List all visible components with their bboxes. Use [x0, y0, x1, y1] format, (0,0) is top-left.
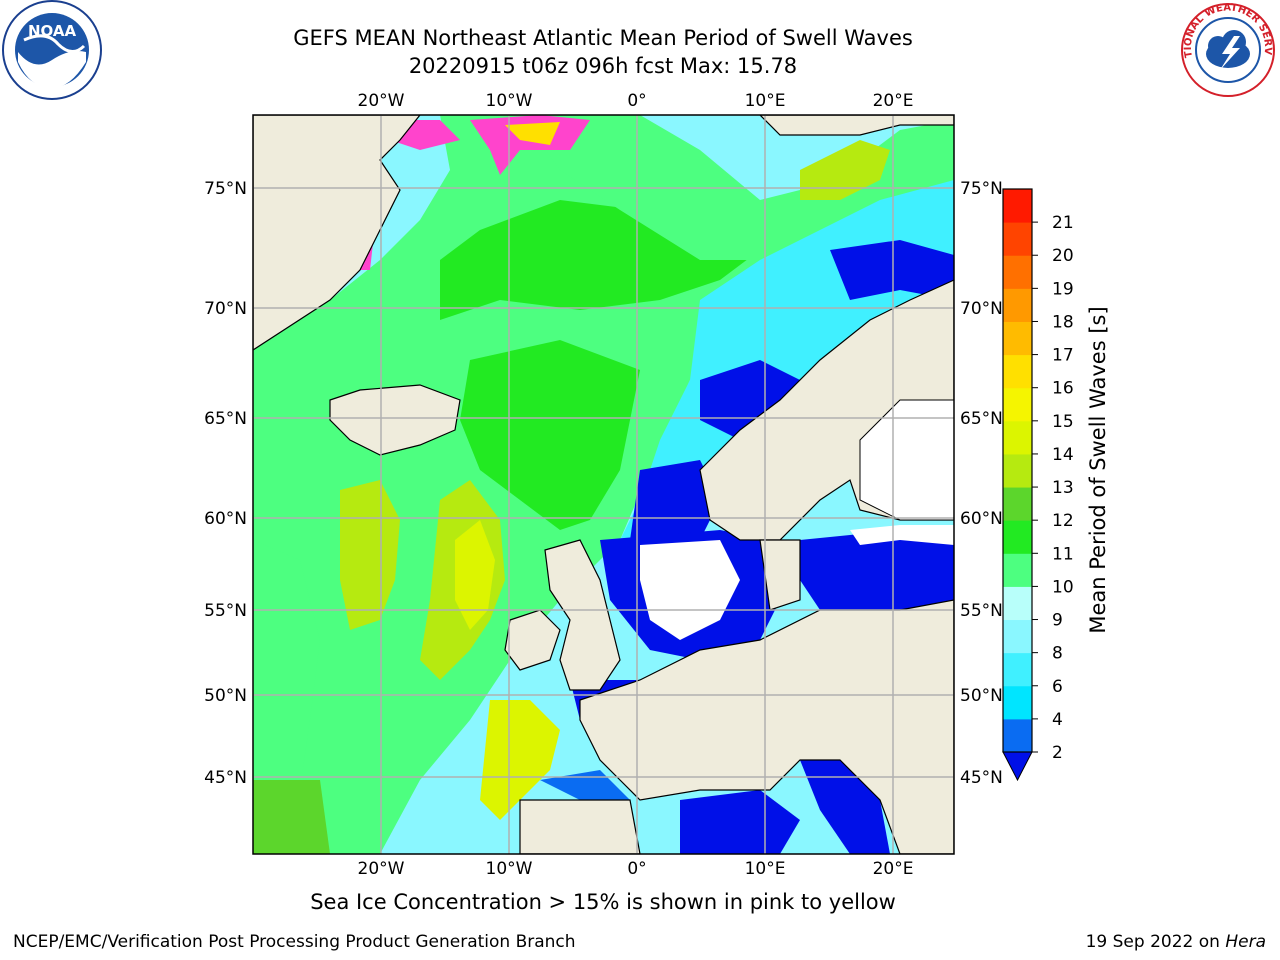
land-denmark	[759, 539, 801, 611]
colorbar-bin	[1003, 189, 1032, 223]
land-greenland	[253, 115, 421, 351]
map-grid	[253, 115, 954, 854]
lat-label-right: 65°N	[960, 409, 1003, 429]
colorbar-tick-label: 11	[1052, 544, 1074, 564]
lon-label-bottom: 20°W	[358, 859, 405, 879]
colorbar-tick-label: 6	[1052, 677, 1063, 697]
colorbar-bin	[1003, 255, 1032, 289]
swell-field-below-2-barents	[830, 240, 954, 300]
colorbar-tick-label: 4	[1052, 710, 1063, 730]
colorbar: 2 4 6 8 9 10 11 12 13 14 15 16 17 18 19 20 21	[1002, 188, 1074, 782]
swell-field-below-2-baltic	[800, 530, 954, 610]
map-frame	[252, 114, 955, 855]
lon-label-bottom: 0°	[627, 859, 646, 879]
lat-label-right: 60°N	[960, 509, 1003, 529]
lat-label-left: 65°N	[204, 409, 247, 429]
noaa-logo: NOAA	[2, 0, 102, 100]
lat-label-right: 50°N	[960, 686, 1003, 706]
colorbar-bin	[1003, 354, 1032, 389]
swell-field-14-15	[455, 520, 495, 630]
colorbar-tick-label: 19	[1052, 279, 1074, 299]
lon-label-bottom: 10°E	[745, 859, 786, 879]
colorbar-bin	[1003, 487, 1032, 521]
colorbar-tick-label: 2	[1052, 743, 1063, 763]
swell-field-below-2-mediterranean	[680, 790, 800, 854]
masked-region-north-sea	[640, 540, 740, 640]
lon-label-bottom: 10°W	[486, 859, 533, 879]
land-svalbard	[759, 115, 954, 136]
footer-date: 19 Sep 2022 on Hera	[1086, 932, 1266, 952]
colorbar-tick-label: 13	[1052, 478, 1074, 498]
footer-date-text: 19 Sep 2022 on	[1085, 932, 1226, 952]
lon-label-top: 0°	[627, 91, 646, 111]
chart-subtitle: 20220915 t06z 096h fcst Max: 15.78	[408, 54, 798, 78]
chart-title: GEFS MEAN Northeast Atlantic Mean Period…	[293, 26, 913, 50]
lat-label-left: 70°N	[204, 299, 247, 319]
lat-label-right: 55°N	[960, 601, 1003, 621]
map-area	[253, 115, 954, 854]
colorbar-tick-label: 17	[1052, 346, 1074, 366]
svg-text:NOAA: NOAA	[28, 22, 77, 40]
colorbar-bin	[1003, 387, 1032, 422]
colorbar-bin	[1003, 222, 1032, 256]
colorbar-bin	[1003, 420, 1032, 455]
lat-label-left: 60°N	[204, 509, 247, 529]
colorbar-tick-label: 10	[1052, 577, 1074, 597]
sea-ice-note: Sea Ice Concentration > 15% is shown in …	[310, 890, 896, 914]
colorbar-frame	[1002, 188, 1033, 753]
colorbar-tick-label: 21	[1052, 213, 1074, 233]
colorbar-bin	[1003, 652, 1032, 687]
land-continental-europe	[579, 599, 954, 854]
colorbar-tick-label: 12	[1052, 511, 1074, 531]
colorbar-tick-label: 9	[1052, 611, 1063, 631]
national-weather-service-logo: NATIONAL WEATHER SERVICE	[1178, 0, 1275, 97]
colorbar-label: Mean Period of Swell Waves [s]	[1086, 306, 1110, 634]
land-iceland	[329, 384, 461, 456]
lat-label-left: 75°N	[204, 179, 247, 199]
colorbar-extend-arrow	[1002, 751, 1033, 782]
lat-label-left: 55°N	[204, 601, 247, 621]
colorbar-tick-label: 14	[1052, 445, 1074, 465]
colorbar-bin	[1003, 553, 1032, 587]
lat-label-left: 50°N	[204, 686, 247, 706]
sea-ice-fram-strait	[470, 115, 590, 175]
footer-credit: NCEP/EMC/Verification Post Processing Pr…	[13, 932, 576, 952]
swell-field-12-13-north	[800, 140, 890, 200]
colorbar-tick-label: 15	[1052, 412, 1074, 432]
lat-label-right: 75°N	[960, 179, 1003, 199]
colorbar-tick-label: 18	[1052, 312, 1074, 332]
colorbar-bin	[1003, 520, 1032, 554]
swell-field-below-2-adriatic	[800, 760, 890, 854]
swell-field-14-15-biscay	[480, 700, 560, 820]
lat-label-right: 70°N	[960, 299, 1003, 319]
colorbar-tick-label: 20	[1052, 246, 1074, 266]
colorbar-bin	[1003, 619, 1032, 654]
lon-label-top: 10°W	[486, 91, 533, 111]
swell-field-10-11-central	[460, 340, 640, 530]
colorbar-tick-label: 16	[1052, 379, 1074, 399]
lon-label-top: 20°W	[358, 91, 405, 111]
colorbar-tick-label: 8	[1052, 644, 1063, 664]
colorbar-bin	[1003, 586, 1032, 621]
masked-region-gulf-of-bothnia	[859, 399, 954, 521]
colorbar-bin	[1003, 685, 1032, 720]
lon-label-top: 10°E	[745, 91, 786, 111]
swell-field-below-2-norwegian	[700, 360, 800, 440]
sea-ice-core	[505, 122, 560, 145]
lon-label-top: 20°E	[873, 91, 914, 111]
lat-label-right: 45°N	[960, 768, 1003, 788]
lat-label-left: 45°N	[204, 768, 247, 788]
lon-label-bottom: 20°E	[873, 859, 914, 879]
swell-field-11-12-southwest	[253, 780, 330, 854]
land-iberia	[519, 799, 641, 854]
colorbar-bin	[1003, 453, 1032, 488]
colorbar-bin	[1003, 718, 1032, 753]
footer-host: Hera	[1225, 932, 1266, 952]
colorbar-bin	[1003, 288, 1032, 322]
colorbar-bin	[1003, 321, 1032, 356]
masked-region-baltic	[850, 525, 954, 545]
